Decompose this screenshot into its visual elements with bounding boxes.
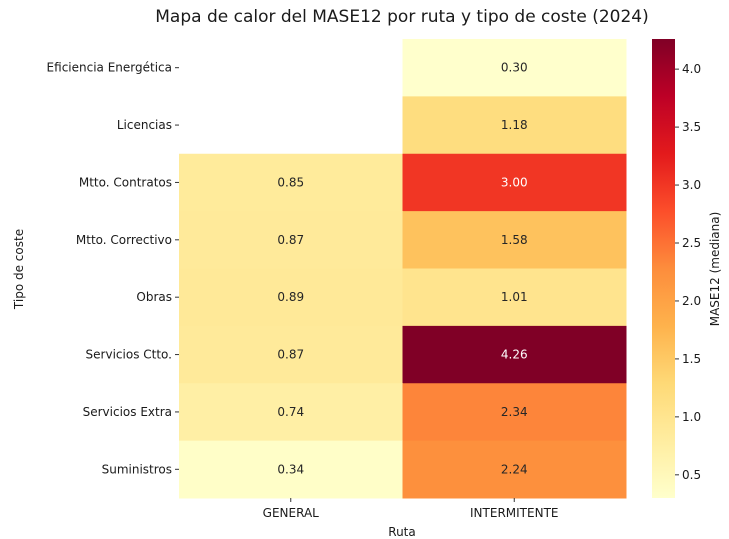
y-axis-label: Tipo de coste [12, 229, 26, 310]
cell-value-label: 0.85 [277, 175, 304, 189]
x-axis-ticks: GENERAL INTERMITENTE [263, 498, 558, 520]
x-tick-label: GENERAL [263, 506, 320, 520]
cell-value-label: 4.26 [501, 348, 528, 362]
heatmap-cell [179, 268, 403, 327]
heatmap-cell [179, 325, 403, 384]
cell-value-label: 1.18 [501, 118, 528, 132]
colorbar-tick-label: 1.5 [682, 352, 701, 366]
colorbar-tick-label: 4.0 [682, 62, 701, 76]
colorbar-tick-label: 2.5 [682, 236, 701, 250]
heatmap-cell [402, 325, 627, 384]
y-tick-label: Suministros [102, 462, 172, 476]
cell-value-label: 0.89 [277, 290, 304, 304]
cell-value-label: 1.01 [501, 290, 528, 304]
x-axis-label: Ruta [388, 525, 415, 539]
chart-title: Mapa de calor del MASE12 por ruta y tipo… [155, 7, 648, 27]
heatmap-cell [402, 39, 627, 97]
colorbar-label: MASE12 (mediana) [708, 212, 722, 327]
heatmap-cell [179, 153, 403, 212]
y-tick-label: Mtto. Correctivo [76, 233, 172, 247]
y-tick-label: Mtto. Contratos [79, 175, 172, 189]
x-tick-label: INTERMITENTE [470, 506, 558, 520]
heatmap-cell [179, 440, 403, 499]
colorbar-tick-label: 1.0 [682, 410, 701, 424]
heatmap-cell [402, 440, 627, 499]
cell-value-label: 3.00 [501, 175, 528, 189]
heatmap-cell [179, 211, 403, 269]
y-tick-label: Obras [136, 290, 172, 304]
y-tick-label: Licencias [117, 118, 172, 132]
cell-value-label: 0.30 [501, 61, 528, 75]
cell-value-label: 1.58 [501, 233, 528, 247]
colorbar-tick-label: 3.0 [682, 178, 701, 192]
cell-value-label: 2.34 [501, 405, 528, 419]
heatmap-cell [179, 383, 403, 442]
colorbar [652, 39, 675, 498]
cell-value-label: 0.87 [277, 348, 304, 362]
colorbar-tick-label: 0.5 [682, 468, 701, 482]
heatmap-cell [402, 153, 627, 212]
heatmap-cell [402, 268, 627, 327]
y-tick-label: Servicios Extra [83, 405, 172, 419]
cell-value-label: 0.34 [277, 462, 304, 476]
cell-value-label: 2.24 [501, 462, 528, 476]
cell-value-label: 0.87 [277, 233, 304, 247]
heatmap-cell [402, 383, 627, 442]
cell-value-label: 0.74 [277, 405, 304, 419]
y-tick-label: Eficiencia Energética [47, 61, 172, 75]
colorbar-tick-label: 2.0 [682, 294, 701, 308]
colorbar-ticks: 0.5 1.0 1.5 2.0 2.5 3.0 3.5 4.0 [675, 62, 701, 482]
y-tick-label: Servicios Ctto. [86, 348, 172, 362]
heatmap-cells: 0.30 1.18 0.85 3.00 0.87 1.58 0.89 1.01 0.87 4.26… [179, 39, 627, 499]
colorbar-tick-label: 3.5 [682, 120, 701, 134]
heatmap-cell [402, 211, 627, 269]
y-axis-ticks: Eficiencia Energética Licencias Mtto. Cont… [47, 61, 179, 476]
heatmap-cell [402, 96, 627, 155]
